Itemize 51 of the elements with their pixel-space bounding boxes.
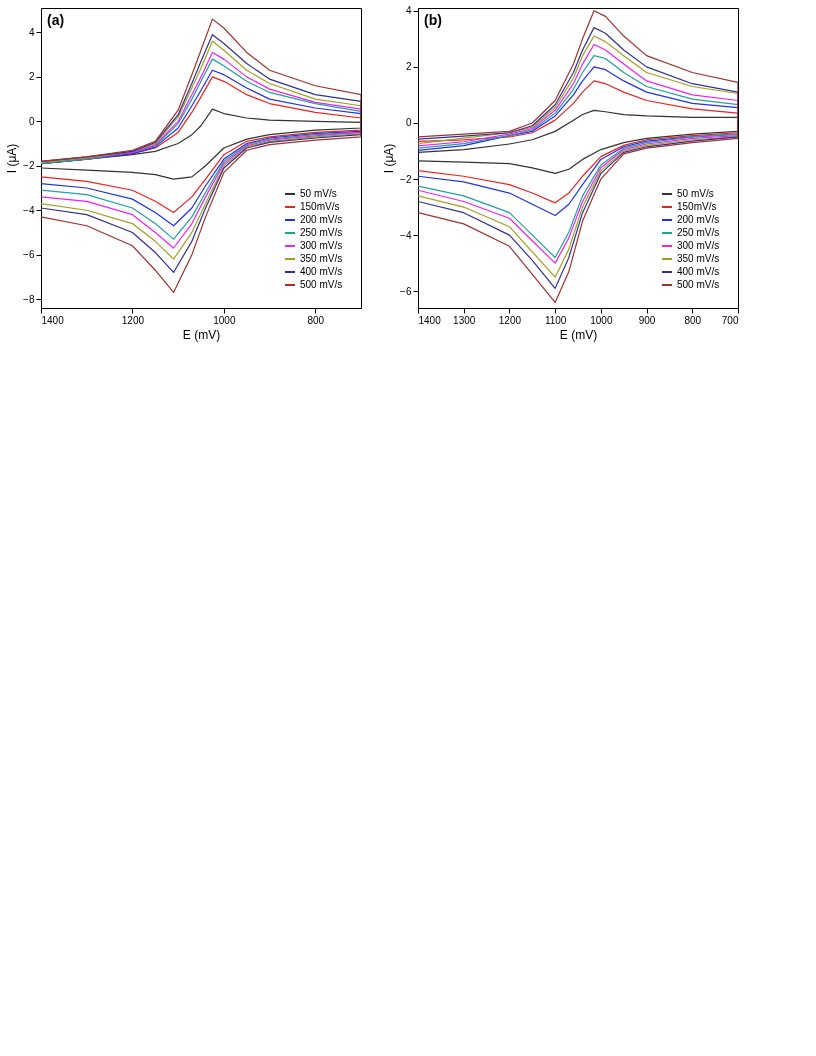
y-axis-title: I (μA) bbox=[5, 143, 20, 174]
legend-label: 250 mV/s bbox=[677, 227, 720, 238]
line-series bbox=[41, 108, 361, 180]
y-tick-label: −4 bbox=[23, 204, 35, 216]
legend-label: 250 mV/s bbox=[300, 227, 343, 238]
annotation: (a) bbox=[47, 12, 65, 28]
x-axis-title: E (mV) bbox=[559, 327, 598, 342]
y-tick-label: −6 bbox=[23, 249, 35, 261]
y-tick-label: 0 bbox=[405, 117, 412, 129]
x-axis-title: E (mV) bbox=[182, 327, 221, 342]
legend-label: 50 mV/s bbox=[677, 188, 714, 199]
x-tick-label: 700 bbox=[721, 314, 739, 326]
y-tick-label: 0 bbox=[28, 115, 35, 127]
y-tick-label: −8 bbox=[23, 293, 35, 305]
x-tick-label: 900 bbox=[638, 314, 656, 326]
x-tick-label: 1200 bbox=[498, 314, 522, 326]
legend-label: 200 mV/s bbox=[300, 214, 343, 225]
legend-label: 400 mV/s bbox=[300, 266, 343, 277]
y-tick-label: −2 bbox=[23, 160, 35, 172]
legend-label: 150mV/s bbox=[677, 201, 717, 212]
line-series bbox=[418, 66, 738, 217]
x-tick-label: 800 bbox=[307, 314, 325, 326]
y-tick-label: −4 bbox=[400, 229, 412, 241]
legend-label: 300 mV/s bbox=[677, 240, 720, 251]
y-axis-title: I (μA) bbox=[382, 143, 397, 174]
legend-label: 500 mV/s bbox=[300, 279, 343, 290]
legend-label: 500 mV/s bbox=[677, 279, 720, 290]
x-tick-label: 1300 bbox=[453, 314, 476, 326]
y-tick-label: −2 bbox=[400, 173, 412, 185]
legend-label: 300 mV/s bbox=[300, 240, 343, 251]
x-tick-label: 1000 bbox=[213, 314, 236, 326]
legend-label: 200 mV/s bbox=[677, 214, 720, 225]
legend-label: 350 mV/s bbox=[677, 253, 720, 264]
x-tick-label: 1100 bbox=[544, 314, 567, 326]
legend-label: 150mV/s bbox=[300, 201, 340, 212]
legend-label: 400 mV/s bbox=[677, 266, 720, 277]
legend-label: 350 mV/s bbox=[300, 253, 343, 264]
x-tick-label: 1000 bbox=[590, 314, 613, 326]
legend-label: 50 mV/s bbox=[300, 188, 337, 199]
y-tick-label: 4 bbox=[28, 26, 35, 38]
line-series bbox=[418, 80, 738, 204]
y-tick-label: 4 bbox=[405, 5, 412, 17]
x-tick-label: 1400 bbox=[41, 314, 65, 326]
x-tick-label: 1200 bbox=[121, 314, 145, 326]
x-tick-label: 800 bbox=[684, 314, 702, 326]
annotation: (b) bbox=[424, 12, 442, 28]
line-series bbox=[418, 109, 738, 175]
x-tick-label: 1400 bbox=[418, 314, 442, 326]
y-tick-label: 2 bbox=[405, 61, 412, 73]
y-tick-label: −6 bbox=[400, 285, 412, 297]
y-tick-label: 2 bbox=[28, 71, 35, 83]
